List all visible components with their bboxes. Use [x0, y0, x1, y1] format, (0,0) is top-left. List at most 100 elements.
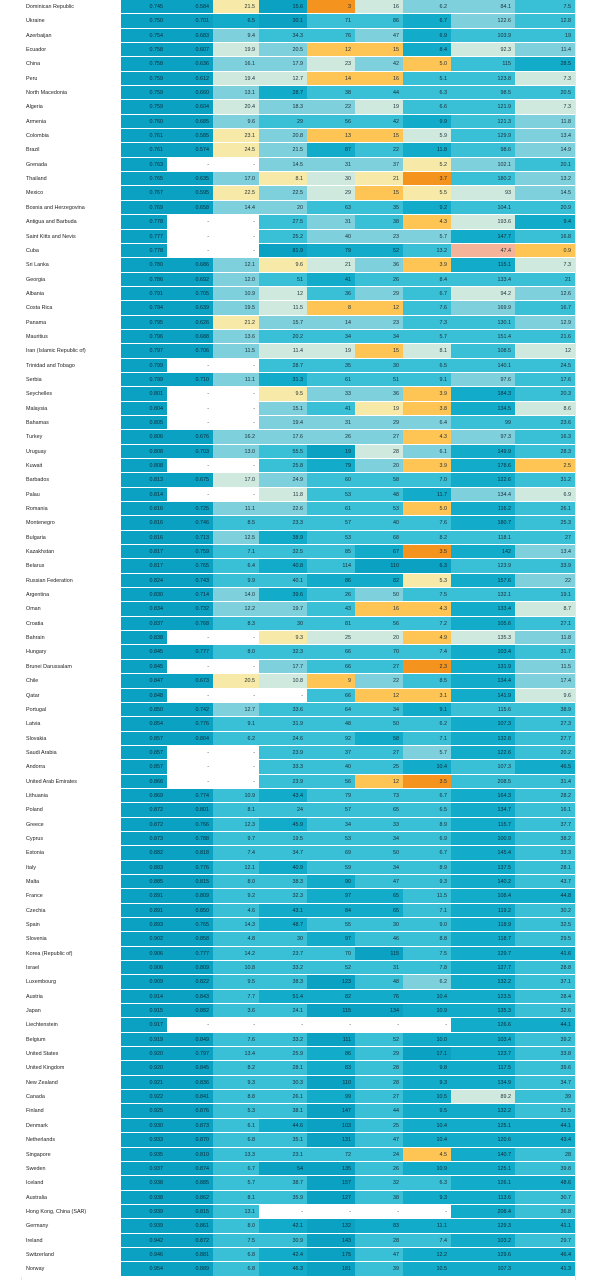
- country-cell: Norway: [21, 1262, 121, 1276]
- value-cell: 89.2: [451, 1090, 515, 1104]
- value-cell: 0.795: [121, 315, 167, 329]
- value-cell: 110: [355, 559, 403, 573]
- country-cell: Italy: [21, 860, 121, 874]
- value-cell: 90: [307, 874, 355, 889]
- value-cell: 14.5: [259, 157, 307, 172]
- value-cell: 15.1: [259, 401, 307, 415]
- value-cell: 0.604: [167, 100, 213, 114]
- value-cell: 122.6: [451, 745, 515, 760]
- table-row: Chile 0.847 0.673 20.5 10.8 9 22 8.5 134.4 17.4: [21, 674, 575, 689]
- value-cell: 14.3: [213, 918, 259, 932]
- value-cell: 28: [355, 1061, 403, 1075]
- value-cell: 19.5: [213, 301, 259, 315]
- value-cell: 0.809: [167, 889, 213, 903]
- value-cell: 130.1: [451, 315, 515, 329]
- value-cell: 33.2: [259, 961, 307, 975]
- value-cell: 14: [307, 315, 355, 329]
- value-cell: 12: [355, 688, 403, 702]
- table-row: Sweden 0.937 0.874 6.7 54 135 26 10.9 125.1 39.8: [21, 1161, 575, 1177]
- country-cell: Panama: [21, 315, 121, 329]
- value-cell: 17.6: [259, 430, 307, 444]
- value-cell: 21.5: [213, 0, 259, 14]
- value-cell: 25.2: [259, 229, 307, 243]
- value-cell: 11.8: [515, 631, 575, 645]
- value-cell: 25: [355, 760, 403, 774]
- country-cell: Greece: [21, 817, 121, 831]
- value-cell: 25.9: [259, 1047, 307, 1061]
- value-cell: 0.705: [167, 286, 213, 301]
- value-cell: -: [213, 659, 259, 674]
- value-cell: 52: [307, 961, 355, 975]
- table-row: Azerbaijan 0.754 0.683 9.4 34.3 76 47 6.9 103.9 1…: [21, 28, 575, 44]
- value-cell: 23.9: [259, 774, 307, 788]
- value-cell: 24.5: [213, 143, 259, 157]
- value-cell: 15: [355, 186, 403, 200]
- value-cell: 43.7: [515, 874, 575, 889]
- value-cell: 9.2: [213, 889, 259, 903]
- value-cell: 99: [307, 1090, 355, 1104]
- country-cell: Serbia: [21, 372, 121, 387]
- value-cell: 40: [355, 516, 403, 530]
- value-cell: 3.7: [403, 172, 451, 186]
- value-cell: 12.8: [515, 14, 575, 28]
- country-cell: Turkey: [21, 430, 121, 444]
- value-cell: 54: [259, 1161, 307, 1176]
- country-cell: Colombia: [21, 129, 121, 143]
- value-cell: 76: [307, 28, 355, 43]
- value-cell: 36: [355, 258, 403, 272]
- value-cell: 0.778: [121, 215, 167, 229]
- value-cell: 45.9: [259, 817, 307, 831]
- value-cell: 58: [355, 731, 403, 745]
- value-cell: 0.872: [121, 803, 167, 817]
- country-cell: United Kingdom: [21, 1061, 121, 1075]
- table-row: Estonia 0.882 0.818 7.4 34.7 69 50 6.7 145.4 33.3: [21, 846, 575, 861]
- country-cell: Romania: [21, 502, 121, 516]
- table-row: Serbia 0.799 0.710 11.1 31.3 61 51 9.1 97.6 17.6: [21, 372, 575, 388]
- value-cell: 4.3: [403, 602, 451, 616]
- value-cell: 134.9: [451, 1075, 515, 1090]
- value-cell: 0.706: [167, 344, 213, 358]
- value-cell: 32.5: [259, 545, 307, 559]
- value-cell: 48: [355, 975, 403, 989]
- value-cell: 30: [355, 918, 403, 932]
- value-cell: 20.4: [213, 100, 259, 114]
- country-cell: Lithuania: [21, 788, 121, 803]
- value-cell: 9.5: [259, 387, 307, 401]
- value-cell: 6.1: [403, 444, 451, 458]
- value-cell: 118.7: [451, 932, 515, 946]
- value-cell: 110: [307, 1075, 355, 1090]
- value-cell: 6.4: [403, 415, 451, 430]
- value-cell: 0.743: [167, 573, 213, 588]
- value-cell: 19.9: [213, 43, 259, 57]
- value-cell: 132: [307, 1219, 355, 1233]
- value-cell: 0.849: [167, 1032, 213, 1047]
- value-cell: 0.746: [167, 516, 213, 530]
- value-cell: 0.882: [121, 846, 167, 860]
- value-cell: 33.9: [515, 559, 575, 573]
- table-row: Iran (Islamic Republic of) 0.797 0.706 11.5…: [21, 344, 575, 359]
- value-cell: -: [307, 1018, 355, 1032]
- value-cell: 2.5: [515, 459, 575, 473]
- table-row: Norway 0.954 0.889 6.8 46.3 181 39 10.5 107.3 41.…: [21, 1262, 575, 1277]
- table-row: Austria 0.914 0.843 7.7 51.4 82 76 10.4 123.5 28.…: [21, 989, 575, 1005]
- value-cell: 39.6: [259, 588, 307, 602]
- value-cell: 131.9: [451, 659, 515, 674]
- country-cell: Barbados: [21, 473, 121, 487]
- value-cell: 0.796: [121, 329, 167, 344]
- value-cell: 126.1: [451, 1176, 515, 1190]
- value-cell: 8.9: [403, 860, 451, 874]
- country-cell: Oman: [21, 602, 121, 616]
- value-cell: 0.776: [167, 860, 213, 874]
- value-cell: 0.817: [121, 559, 167, 573]
- value-cell: 8.5: [403, 674, 451, 688]
- value-cell: 28.1: [259, 1061, 307, 1075]
- value-cell: 0.761: [121, 143, 167, 157]
- value-cell: -: [167, 659, 213, 674]
- value-cell: 107.3: [451, 760, 515, 774]
- value-cell: 27: [355, 745, 403, 760]
- value-cell: 86: [307, 1047, 355, 1061]
- value-cell: 0.834: [121, 602, 167, 616]
- value-cell: 20.2: [515, 745, 575, 760]
- value-cell: 9.1: [403, 372, 451, 387]
- value-cell: 19.7: [259, 602, 307, 616]
